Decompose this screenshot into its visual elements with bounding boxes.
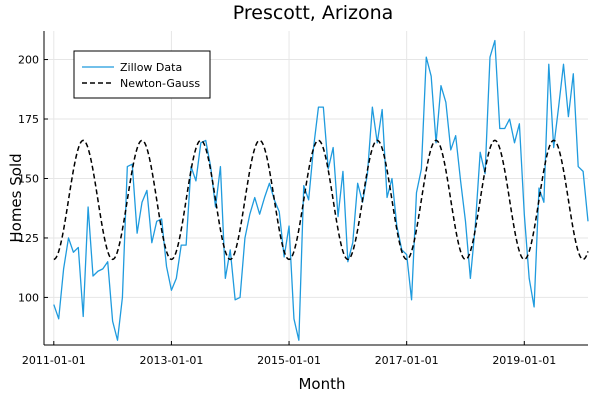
x-tick-label: 2011-01-01: [22, 354, 86, 367]
y-tick-label: 175: [18, 113, 39, 126]
plot-area: [53, 39, 589, 341]
y-tick-label: 200: [18, 54, 39, 67]
x-tick-label: 2017-01-01: [375, 354, 439, 367]
legend: Zillow Data Newton-Gauss: [73, 50, 211, 99]
legend-label-zillow: Zillow Data: [120, 61, 182, 74]
y-tick-label: 125: [18, 232, 39, 245]
series-line-newton-gauss: [53, 139, 589, 261]
axes: 2011-01-01 2013-01-01 2015-01-01 2017-01-01…: [18, 31, 588, 367]
x-tick-label: 2013-01-01: [139, 354, 203, 367]
y-axis-label: Homes Sold: [7, 153, 25, 242]
legend-box: [73, 50, 211, 99]
y-tick-label: 150: [18, 172, 39, 185]
chart-title: Prescott, Arizona: [233, 2, 394, 24]
series-line-zillow-data: [53, 39, 589, 341]
y-tick-label: 100: [18, 291, 39, 304]
x-tick-label: 2015-01-01: [257, 354, 321, 367]
x-tick-label: 2019-01-01: [492, 354, 556, 367]
x-axis-label: Month: [298, 375, 345, 393]
legend-label-newton-gauss: Newton-Gauss: [120, 77, 200, 90]
